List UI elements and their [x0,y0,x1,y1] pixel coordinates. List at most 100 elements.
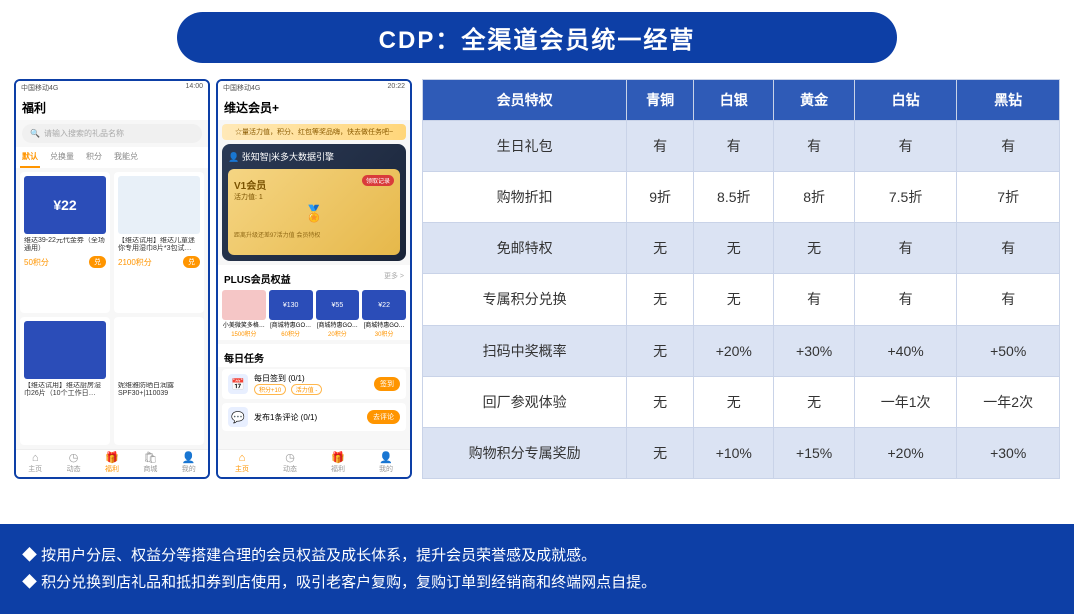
plus-item-points: 60积分 [269,329,313,338]
feed-icon: ◷ [67,453,81,464]
tabbar-shop[interactable]: 🛍商城 [143,453,157,474]
priv-cell: 9折 [627,172,694,223]
priv-cell: 有 [854,121,957,172]
tabbar-welfare[interactable]: 🎁福利 [105,453,119,474]
tabbar-feed[interactable]: ◷动态 [283,453,297,474]
product-name: 【维达试用】维达儿童迷你专用湿巾8片*3包试… [118,237,200,254]
product-name: 妮维雅防晒白润露SPF30+|110039 [118,382,200,399]
main-row: 中国移动4G 14:00 福利 🔍 请输入搜索的礼品名称 默认 兑换量 积分 我… [0,79,1074,479]
vip-badge[interactable]: 领取记录 [362,175,394,186]
tabbar-me[interactable]: 👤我的 [379,453,393,474]
member-card-area: 👤 张知智|米多大数据引擎 领取记录 V1会员 活力值: 1 🏅 距离升级还差9… [222,144,406,261]
user-icon: 👤 [182,453,196,464]
task-action-button[interactable]: 签到 [374,377,400,391]
priv-cell: 无 [694,274,774,325]
priv-cell: 无 [694,223,774,274]
phone1-tab-2[interactable]: 积分 [84,147,104,168]
tabbar-home[interactable]: ⌂主页 [235,453,249,474]
priv-cell: 扫码中奖概率 [423,325,627,376]
plus-item-points: 1500积分 [222,329,266,338]
product-card[interactable]: ¥22 维达39-22元代金券（全场通用） 50积分 兑 [20,172,110,313]
priv-cell: 无 [774,223,854,274]
task-section-title: 每日任务 [218,344,410,367]
phone1-tab-0[interactable]: 默认 [20,147,40,168]
tabbar-me[interactable]: 👤我的 [182,453,196,474]
plus-item[interactable]: 小美微笑多格… 1500积分 [222,290,266,338]
priv-cell: +50% [957,325,1060,376]
phone1-search[interactable]: 🔍 请输入搜索的礼品名称 [22,124,202,143]
phone-mockups: 中国移动4G 14:00 福利 🔍 请输入搜索的礼品名称 默认 兑换量 积分 我… [14,79,412,479]
priv-cell: 有 [854,274,957,325]
plus-thumb: ¥130 [269,290,313,320]
medal-icon: 🏅 [234,204,394,224]
more-link[interactable]: 更多 > [384,271,404,286]
priv-cell: 有 [694,121,774,172]
priv-cell: 购物折扣 [423,172,627,223]
priv-cell: 无 [627,427,694,478]
product-card[interactable]: 【维达试用】维达厨房湿巾26片（10个工作日… [20,317,110,446]
tabbar-welfare[interactable]: 🎁福利 [331,453,345,474]
product-image: ¥22 [24,176,106,234]
tabbar-feed[interactable]: ◷动态 [67,453,81,474]
priv-cell: 一年1次 [854,376,957,427]
priv-table-row: 专属积分兑换无无有有有 [423,274,1060,325]
plus-item[interactable]: ¥130 [商城特惠GO… 60积分 [269,290,313,338]
phone-2: 中国移动4G 20:22 维达会员+ ☆量活力值，积分、红包等奖品嗨，快去做任务… [216,79,412,479]
priv-cell: 购物积分专属奖励 [423,427,627,478]
product-name: 【维达试用】维达厨房湿巾26片（10个工作日… [24,382,106,399]
plus-thumb: ¥22 [362,290,406,320]
priv-cell: 有 [774,121,854,172]
feed-icon: ◷ [283,453,297,464]
phone1-tab-3[interactable]: 我能兑 [112,147,140,168]
plus-item-name: [商城特惠GO… [316,320,360,329]
search-icon: 🔍 [30,129,40,138]
priv-cell: 免邮特权 [423,223,627,274]
page-title: CDP：全渠道会员统一经营 [177,12,897,63]
home-icon: ⌂ [235,453,249,464]
plus-item-points: 30积分 [362,329,406,338]
priv-header-cell: 黑钻 [957,80,1060,121]
task-row: 💬 发布1条评论 (0/1) 去评论 [222,403,406,431]
product-card[interactable]: 【维达试用】维达儿童迷你专用湿巾8片*3包试… 2100积分 兑 [114,172,204,313]
privilege-table: 会员特权青铜白银黄金白钻黑钻 生日礼包有有有有有购物折扣9折8.5折8折7.5折… [422,79,1060,479]
priv-cell: 8.5折 [694,172,774,223]
phone2-banner[interactable]: ☆量活力值，积分、红包等奖品嗨，快去做任务吧~ [222,124,406,140]
plus-items-row: 小美微笑多格… 1500积分 ¥130 [商城特惠GO… 60积分 ¥55 [商… [218,288,410,340]
product-name: 维达39-22元代金券（全场通用） [24,237,106,254]
footer-notes: 按用户分层、权益分等搭建合理的会员权益及成长体系，提升会员荣誉感及成就感。 积分… [0,524,1074,614]
priv-table-row: 生日礼包有有有有有 [423,121,1060,172]
tabbar-home[interactable]: ⌂主页 [28,453,42,474]
phone2-tabbar: ⌂主页 ◷动态 🎁福利 👤我的 [218,449,410,477]
priv-cell: +30% [957,427,1060,478]
task-action-button[interactable]: 去评论 [367,410,400,424]
priv-cell: +10% [694,427,774,478]
priv-cell: 有 [957,274,1060,325]
footer-bullet-2: 积分兑换到店礼品和抵扣券到店使用，吸引老客户复购，复购订单到经销商和终端网点自提… [22,569,1052,596]
phone1-tabbar: ⌂主页 ◷动态 🎁福利 🛍商城 👤我的 [16,449,208,477]
product-card[interactable]: 30 妮维雅防晒白润露SPF30+|110039 [114,317,204,446]
redeem-button[interactable]: 兑 [89,256,106,268]
calendar-icon: 📅 [228,374,248,394]
priv-cell: +20% [854,427,957,478]
vip-progress-text: 距离升级还差97活力值 会员特权 [234,230,394,239]
product-image [24,321,106,379]
priv-cell: 7.5折 [854,172,957,223]
priv-table-row: 购物积分专属奖励无+10%+15%+20%+30% [423,427,1060,478]
priv-cell: +15% [774,427,854,478]
priv-cell: +30% [774,325,854,376]
plus-item-name: 小美微笑多格… [222,320,266,329]
plus-item[interactable]: ¥55 [商城特惠GO… 20积分 [316,290,360,338]
priv-cell: 无 [627,274,694,325]
priv-cell: 有 [957,223,1060,274]
priv-table-row: 扫码中奖概率无+20%+30%+40%+50% [423,325,1060,376]
task-reward-pill: 活力值 - [291,384,323,395]
plus-item[interactable]: ¥22 [商城特惠GO… 30积分 [362,290,406,338]
gift-icon: 🎁 [105,453,119,464]
redeem-button[interactable]: 兑 [183,256,200,268]
priv-cell: 专属积分兑换 [423,274,627,325]
phone1-tab-1[interactable]: 兑换量 [48,147,76,168]
plus-item-name: [商城特惠GO… [269,320,313,329]
phone1-product-grid: ¥22 维达39-22元代金券（全场通用） 50积分 兑 【维达试用】维达儿童迷… [16,168,208,449]
vip-card[interactable]: 领取记录 V1会员 活力值: 1 🏅 距离升级还差97活力值 会员特权 [228,169,400,255]
product-image [118,176,200,234]
